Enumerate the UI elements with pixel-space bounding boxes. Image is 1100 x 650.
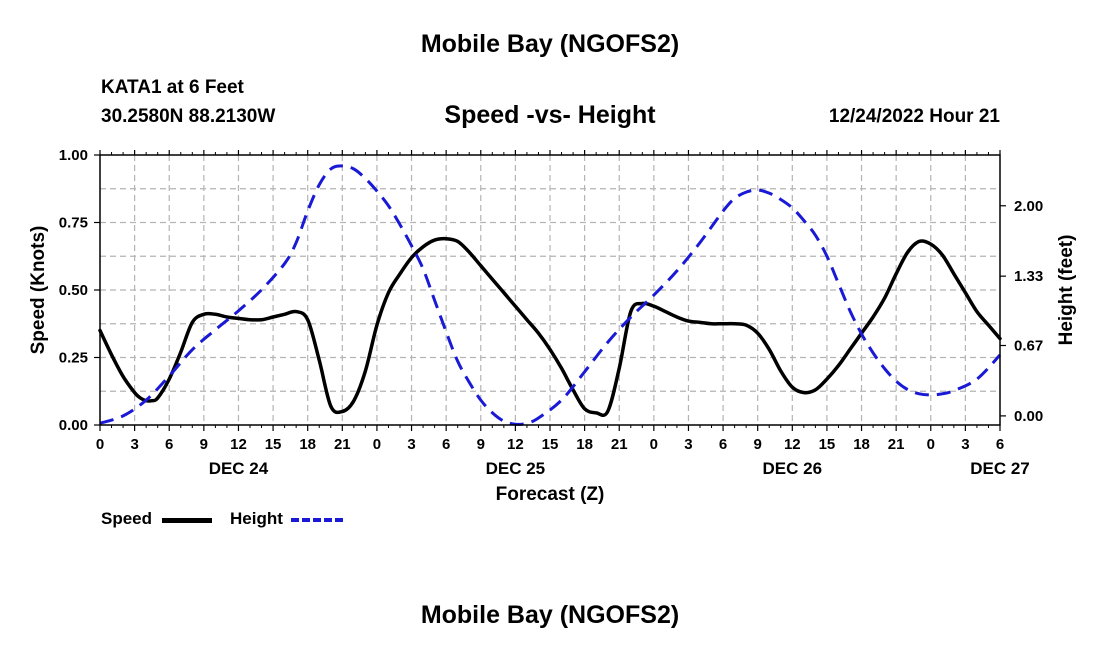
y-tick-label: 1.00 <box>59 147 88 164</box>
x-tick-label: 3 <box>684 436 692 453</box>
speed-series-line <box>98 236 1002 418</box>
axis-layer: 0 3 6 9 12 15 18 21 0 3 6 9 12 15 18 21 0 3 6 9 12 15 18 21 0 3 6 D… <box>59 147 1043 478</box>
chart-title: Mobile Bay (NGOFS2) <box>420 30 680 58</box>
x-tick-label: 12 <box>230 436 247 453</box>
x-tick-label: 3 <box>961 436 969 453</box>
y2-tick-label: 2.00 <box>1014 198 1043 215</box>
x-tick-label: 18 <box>853 436 870 453</box>
legend-speed-label: Speed <box>101 509 153 528</box>
x-tick-label: 15 <box>542 436 559 453</box>
x-tick-label: 21 <box>888 436 905 453</box>
x-tick-label: 15 <box>819 436 836 453</box>
x-tick-label: 0 <box>96 436 104 453</box>
x-tick-label: 9 <box>754 436 762 453</box>
x-tick-label: 6 <box>165 436 173 453</box>
y-tick-label: 0.75 <box>59 215 88 232</box>
legend-speed-swatch <box>162 518 212 523</box>
legend-height-swatch <box>291 518 343 522</box>
y-tick-label: 0.25 <box>59 350 88 367</box>
x-tick-label: 18 <box>576 436 593 453</box>
series-layer <box>98 164 1002 426</box>
forecast-datetime: 12/24/2022 Hour 21 <box>828 106 1000 127</box>
station-label: KATA1 at 6 Feet <box>101 77 244 98</box>
coordinates-label: 30.2580N 88.2130W <box>101 106 276 127</box>
x-tick-label: 12 <box>784 436 801 453</box>
x-axis-label: Forecast (Z) <box>496 484 605 505</box>
day-label: DEC 26 <box>763 459 823 478</box>
x-tick-label: 12 <box>507 436 524 453</box>
legend-height-label: Height <box>230 509 283 528</box>
x-tick-label: 0 <box>373 436 381 453</box>
x-tick-label: 9 <box>200 436 208 453</box>
height-series-line <box>99 164 1002 426</box>
y2-tick-label: 0.67 <box>1014 338 1043 355</box>
x-tick-label: 18 <box>299 436 316 453</box>
chart-subtitle: Speed -vs- Height <box>444 101 656 129</box>
y-tick-label: 0.50 <box>59 282 88 299</box>
x-tick-label: 0 <box>650 436 658 453</box>
x-tick-label: 3 <box>407 436 415 453</box>
x-tick-label: 21 <box>611 436 628 453</box>
y-tick-label: 0.00 <box>59 417 88 434</box>
y2-tick-label: 0.00 <box>1014 408 1043 425</box>
day-label: DEC 27 <box>970 459 1030 478</box>
x-tick-label: 21 <box>334 436 351 453</box>
x-tick-label: 6 <box>719 436 727 453</box>
y2-tick-label: 1.33 <box>1014 268 1043 285</box>
x-tick-label: 15 <box>265 436 282 453</box>
x-tick-label: 6 <box>996 436 1004 453</box>
x-tick-label: 6 <box>442 436 450 453</box>
x-tick-label: 0 <box>927 436 935 453</box>
grid-layer <box>100 155 1000 425</box>
x-tick-label: 3 <box>130 436 138 453</box>
day-label: DEC 24 <box>209 459 269 478</box>
y-axis-label: Speed (Knots) <box>28 226 49 355</box>
y2-axis-label: Height (feet) <box>1056 235 1077 346</box>
x-tick-label: 9 <box>477 436 485 453</box>
day-label: DEC 25 <box>486 459 546 478</box>
footer-title: Mobile Bay (NGOFS2) <box>420 601 680 629</box>
